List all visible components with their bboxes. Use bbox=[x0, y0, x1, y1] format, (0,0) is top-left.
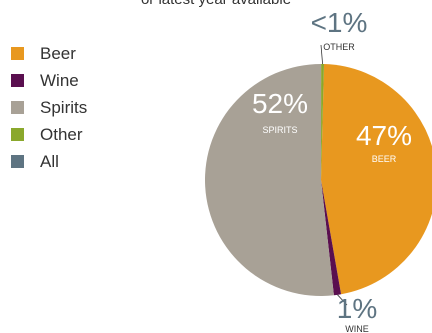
data-label-value-beer: 47% bbox=[356, 120, 412, 151]
legend-item-spirits: Spirits bbox=[11, 94, 87, 121]
data-label-name-other: OTHER bbox=[323, 42, 355, 52]
data-label-name-spirits: SPIRITS bbox=[262, 125, 297, 135]
data-label-value-other: <1% bbox=[311, 7, 368, 38]
legend-label-all: All bbox=[40, 151, 59, 171]
pie-slice-spirits bbox=[205, 64, 334, 297]
leader-line-wine bbox=[337, 294, 348, 306]
data-label-value-spirits: 52% bbox=[252, 88, 308, 119]
legend-item-other: Other bbox=[11, 121, 87, 148]
legend-swatch-beer bbox=[11, 47, 24, 60]
legend-item-beer: Beer bbox=[11, 40, 87, 67]
pie-slice-beer bbox=[321, 64, 432, 295]
legend-label-other: Other bbox=[40, 124, 83, 144]
pie-slice-other bbox=[321, 64, 325, 180]
legend-swatch-all bbox=[11, 155, 24, 168]
legend-item-all: All bbox=[11, 148, 87, 175]
legend-item-wine: Wine bbox=[11, 67, 87, 94]
legend: Beer Wine Spirits Other All bbox=[11, 40, 87, 175]
pie-slice-wine bbox=[321, 180, 342, 296]
chart-subtitle: or latest year available bbox=[0, 0, 432, 8]
legend-label-wine: Wine bbox=[40, 70, 79, 90]
legend-label-beer: Beer bbox=[40, 43, 76, 63]
data-label-name-wine: WINE bbox=[345, 324, 369, 333]
leader-line-other bbox=[320, 44, 323, 65]
data-label-name-beer: BEER bbox=[372, 154, 397, 164]
data-label-value-wine: 1% bbox=[337, 293, 377, 324]
legend-swatch-spirits bbox=[11, 101, 24, 114]
legend-swatch-other bbox=[11, 128, 24, 141]
legend-swatch-wine bbox=[11, 74, 24, 87]
legend-label-spirits: Spirits bbox=[40, 97, 88, 117]
